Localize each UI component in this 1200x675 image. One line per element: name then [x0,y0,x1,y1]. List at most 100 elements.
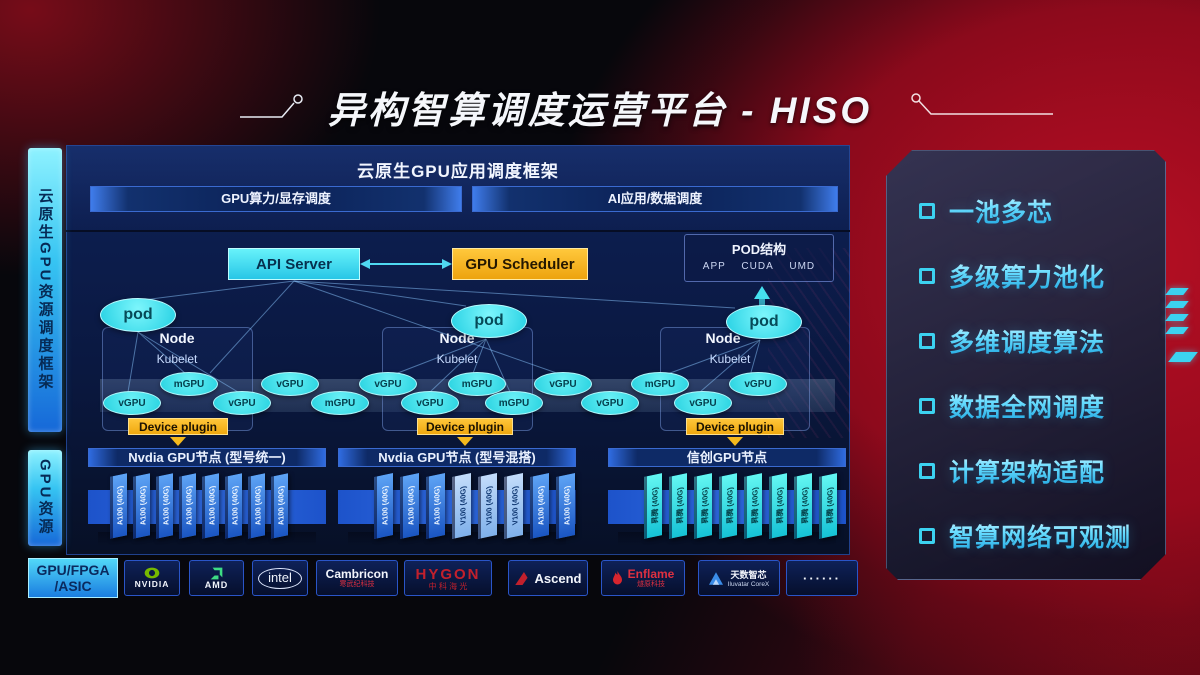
gpu-ellipse: vGPU [729,372,787,396]
gpu-card: 昇腾 (40G) [669,473,687,539]
gpu-card: 昇腾 (40G) [644,473,662,539]
vendor-intel: intel [252,560,308,596]
kubelet-label-3: Kubelet [709,352,751,366]
gpu-card: A100 (40G) [248,473,265,539]
gpu-card: A100 (40G) [225,473,242,539]
pod-structure-item-umd: UMD [789,261,816,272]
vendor-ascend: Ascend [508,560,588,596]
down-arrow-icon [170,437,186,446]
gpu-ellipse: mGPU [311,391,369,415]
vendor-enflame: Enflame 燧原科技 [601,560,685,596]
square-bullet-icon [919,203,935,219]
gpu-group-title: 信创GPU节点 [608,448,846,467]
pod-ellipse-2: pod [451,304,527,338]
hazard-stripe-icon [1165,301,1189,308]
ascend-logo-icon [514,571,528,585]
hazard-stripe-icon [1165,288,1189,295]
gpu-card: A100 (40G) [202,473,219,539]
gpu-ellipse: vGPU [103,391,161,415]
gpu-card: A100 (40G) [426,472,445,540]
pod-ellipse-3: pod [726,305,802,339]
vendor-hygon: HYGON 中 科 海 光 [404,560,492,596]
gpu-ellipse: mGPU [631,372,689,396]
square-bullet-icon [919,268,935,284]
gpu-card: V100 (40G) [478,472,497,540]
gpu-ellipse: vGPU [534,372,592,396]
intel-logo-icon: intel [258,567,302,589]
gpu-ellipse: vGPU [401,391,459,415]
gpu-ellipse: vGPU [674,391,732,415]
feature-item: 智算网络可观测 [919,518,1165,554]
sidebar-label-gpu-resources: GPU资源 [28,450,62,546]
gpu-group-xinchuang: 信创GPU节点 昇腾 (40G) 昇腾 (40G) 昇腾 (40G) 昇腾 (4… [608,448,846,555]
bar-gpu-compute-scheduling: GPU算力/显存调度 [90,186,462,212]
gpu-ellipse: mGPU [485,391,543,415]
gpu-card: A100 (40G) [400,472,419,540]
pod-ellipse-1: pod [100,298,176,332]
gpu-group-uniform: Nvdia GPU节点 (型号统一) A100 (40G) A100 (40G)… [88,448,326,555]
gpu-card: A100 (40G) [530,472,549,540]
device-plugin-3: Device plugin [686,418,784,435]
gpu-card: A100 (40G) [156,473,173,539]
gpu-card: V100 (40G) [452,472,471,540]
pod-structure-title: POD结构 [731,242,787,257]
bar-ai-data-scheduling: AI应用/数据调度 [472,186,838,212]
feature-item: 计算架构适配 [919,453,1165,489]
vendor-category-box: GPU/FPGA/ASIC [28,558,118,598]
sidebar-label-framework: 云原生GPU资源调度框架 [28,148,62,432]
gpu-card: A100 (40G) [556,472,575,540]
gpu-ellipse: vGPU [261,372,319,396]
feature-item: 多级算力池化 [919,258,1165,294]
enflame-logo-icon [612,570,622,584]
framework-title: 云原生GPU应用调度框架 [357,162,559,181]
hazard-stripe-icon [1165,314,1189,321]
down-arrow-icon [727,437,743,446]
gpu-card: 昇腾 (40G) [744,473,762,539]
square-bullet-icon [919,398,935,414]
gpu-scheduler-box: GPU Scheduler [452,248,588,280]
device-plugin-1: Device plugin [128,418,228,435]
features-panel: 一池多芯 多级算力池化 多维调度算法 数据全网调度 计算架构适配 智算网络可观测 [886,150,1166,580]
kubelet-label-2: Kubelet [436,352,478,366]
page-title: 异构智算调度运营平台 - HISO [327,90,873,131]
iluvatar-logo-icon [708,571,723,585]
pod-structure-item-cuda: CUDA [741,261,774,272]
gpu-ellipse: vGPU [213,391,271,415]
feature-item: 一池多芯 [919,193,1165,229]
gpu-card: 昇腾 (40G) [819,473,837,539]
nvidia-logo-icon [144,567,160,579]
gpu-ellipse: vGPU [359,372,417,396]
hazard-stripe-icon [1165,327,1189,334]
square-bullet-icon [919,528,935,544]
pod-structure-item-app: APP [702,261,726,272]
gpu-card: 昇腾 (40G) [694,473,712,539]
gpu-group-mixed: Nvdia GPU节点 (型号混搭) A100 (40G) A100 (40G)… [338,448,576,555]
feature-item: 多维调度算法 [919,323,1165,359]
gpu-card: 昇腾 (40G) [719,473,737,539]
api-server-box: API Server [228,248,360,280]
down-arrow-icon [457,437,473,446]
device-plugin-2: Device plugin [417,418,513,435]
gpu-card: A100 (40G) [179,473,196,539]
square-bullet-icon [919,333,935,349]
gpu-card: V100 (40G) [504,472,523,540]
kubelet-label-1: Kubelet [156,352,198,366]
pod-structure-box: POD结构 APP CUDA UMD [684,234,834,282]
vendor-amd: AMD [189,560,244,596]
vendor-iluvatar: 天数智芯 Iluvatar CoreX [698,560,780,596]
vendor-more: ······ [786,560,858,596]
gpu-card: 昇腾 (40G) [769,473,787,539]
node-label-1: Node [159,330,195,346]
feature-item: 数据全网调度 [919,388,1165,424]
hazard-stripe-icon [1168,352,1198,362]
gpu-group-title: Nvdia GPU节点 (型号统一) [88,448,326,467]
square-bullet-icon [919,463,935,479]
gpu-group-title: Nvdia GPU节点 (型号混搭) [338,448,576,467]
vendor-nvidia: NVIDIA [124,560,180,596]
gpu-card: A100 (40G) [133,473,150,539]
gpu-card: A100 (40G) [271,473,288,539]
gpu-card: 昇腾 (40G) [794,473,812,539]
gpu-ellipse: mGPU [160,372,218,396]
vendor-cambricon: Cambricon 寒武纪科技 [316,560,398,596]
